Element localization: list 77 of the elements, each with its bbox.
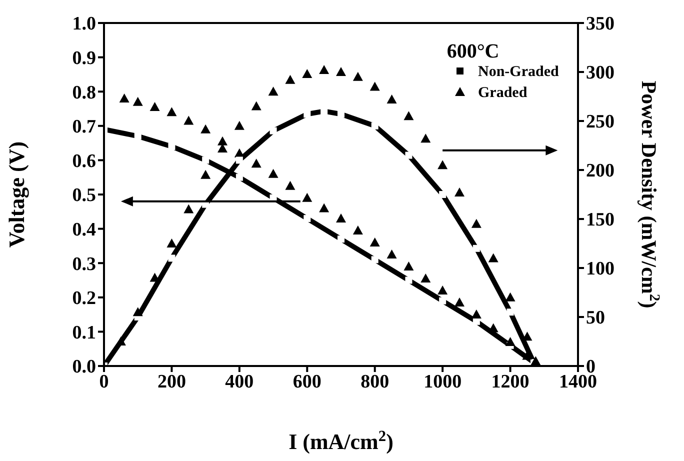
point bbox=[336, 214, 346, 223]
point bbox=[505, 336, 516, 346]
y-tick-label: 0.9 bbox=[72, 48, 96, 70]
point bbox=[218, 136, 228, 146]
y2-tick-label: 350 bbox=[586, 14, 614, 35]
y-axis-title: Voltage (V) bbox=[4, 141, 29, 248]
point bbox=[150, 102, 160, 112]
y-tick-label: 0.0 bbox=[72, 356, 96, 378]
point bbox=[404, 262, 414, 271]
point bbox=[132, 307, 143, 316]
point bbox=[251, 101, 262, 110]
point bbox=[319, 203, 330, 212]
point bbox=[184, 204, 194, 214]
point bbox=[420, 274, 431, 283]
y-tick-label: 0.4 bbox=[72, 220, 96, 241]
point bbox=[200, 170, 211, 179]
point bbox=[234, 120, 244, 130]
point bbox=[251, 158, 262, 168]
point bbox=[438, 286, 448, 295]
x-tick-label: 0 bbox=[99, 371, 109, 392]
point bbox=[119, 93, 130, 102]
point bbox=[386, 250, 397, 259]
y-tick-label: 0.8 bbox=[72, 82, 96, 104]
point bbox=[166, 238, 177, 248]
y-tick-label: 0.6 bbox=[72, 150, 96, 172]
point bbox=[184, 116, 194, 125]
point bbox=[285, 180, 296, 190]
y-tick-label: 0.1 bbox=[72, 322, 96, 344]
point bbox=[488, 253, 498, 262]
point bbox=[302, 192, 312, 202]
y-tick-label: 0.5 bbox=[72, 185, 96, 206]
point bbox=[166, 107, 177, 116]
point bbox=[386, 94, 397, 104]
point bbox=[200, 124, 211, 134]
point bbox=[505, 292, 516, 302]
y2-tick-label: 50 bbox=[586, 308, 605, 329]
legend-entry: Non-Graded bbox=[456, 64, 559, 80]
y-tick-label: 0.2 bbox=[72, 288, 96, 310]
y2-tick-label: 200 bbox=[586, 160, 614, 182]
x-tick-label: 600 bbox=[292, 371, 322, 392]
point bbox=[268, 168, 278, 178]
point bbox=[268, 86, 278, 96]
point bbox=[438, 160, 448, 170]
point bbox=[420, 134, 431, 143]
x-tick-label: 1000 bbox=[424, 371, 462, 392]
point bbox=[522, 350, 532, 360]
point bbox=[352, 226, 363, 235]
y2-tick-label: 250 bbox=[586, 112, 614, 133]
point bbox=[132, 96, 143, 106]
point bbox=[454, 188, 464, 197]
legend-label: Graded bbox=[478, 85, 528, 101]
x-axis-title: I (mA/cm$^{2}$) bbox=[288, 428, 394, 454]
x-tick-label: 1200 bbox=[491, 371, 530, 392]
point bbox=[302, 68, 312, 78]
y-tick-label: 0.3 bbox=[72, 254, 96, 275]
point bbox=[352, 72, 363, 81]
point bbox=[471, 218, 482, 228]
point bbox=[530, 356, 541, 366]
point bbox=[370, 238, 380, 247]
point bbox=[471, 310, 482, 319]
y-tick-label: 0.7 bbox=[72, 116, 96, 138]
legend-entry: Graded bbox=[455, 85, 528, 101]
point bbox=[319, 65, 330, 74]
annotation: 600°C bbox=[446, 40, 500, 62]
x-tick-label: 800 bbox=[360, 371, 390, 392]
y2-tick-label: 150 bbox=[586, 210, 614, 231]
y2-tick-label: 300 bbox=[586, 62, 614, 84]
y2-tick-label: 100 bbox=[586, 258, 614, 280]
point bbox=[285, 74, 296, 84]
legend-label: Non-Graded bbox=[478, 64, 560, 80]
point bbox=[370, 82, 380, 91]
point bbox=[454, 298, 464, 307]
y-tick-label: 1.0 bbox=[72, 14, 96, 35]
x-tick-label: 200 bbox=[157, 371, 186, 392]
point bbox=[404, 111, 414, 120]
point bbox=[336, 67, 346, 76]
x-tick-label: 400 bbox=[225, 371, 254, 392]
